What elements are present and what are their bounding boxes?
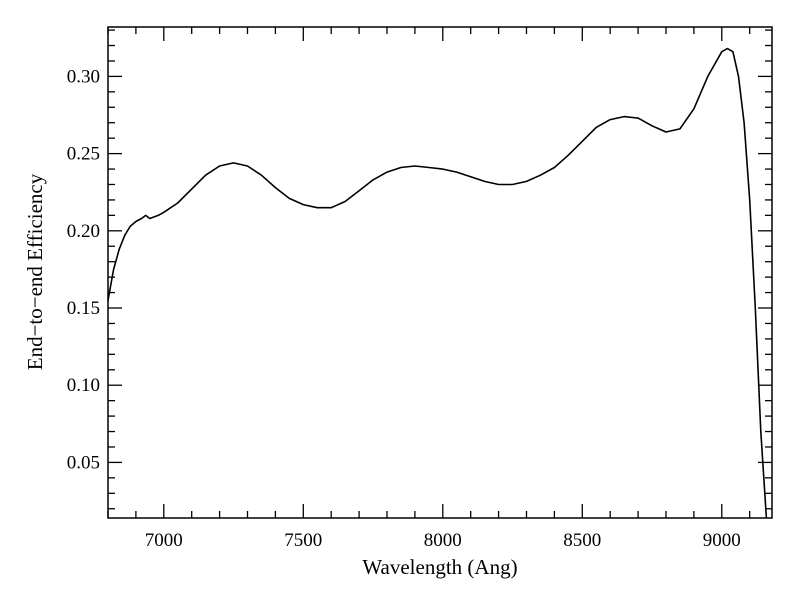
y-tick-label: 0.20 bbox=[67, 221, 100, 242]
x-axis-title: Wavelength (Ang) bbox=[362, 555, 517, 579]
efficiency-curve bbox=[107, 47, 768, 519]
y-axis-title: End−to−end Efficiency bbox=[23, 173, 47, 370]
x-tick-label: 8500 bbox=[563, 530, 601, 551]
x-tick-label: 7000 bbox=[145, 530, 183, 551]
x-tick-label: 7500 bbox=[284, 530, 322, 551]
y-tick-label: 0.10 bbox=[67, 375, 100, 396]
y-tick-label: 0.05 bbox=[67, 452, 100, 473]
y-tick-label: 0.25 bbox=[67, 144, 100, 165]
x-tick-label: 8000 bbox=[424, 530, 462, 551]
plot-frame bbox=[107, 26, 773, 519]
y-tick-label: 0.15 bbox=[67, 298, 100, 319]
axis-ticks bbox=[107, 27, 772, 518]
y-tick-label: 0.30 bbox=[67, 66, 100, 87]
axis-tick-labels: 7000 7500 8000 8500 9000 0.05 0.10 0.15 0.20 0.25… bbox=[67, 66, 741, 551]
x-tick-label: 9000 bbox=[703, 530, 741, 551]
